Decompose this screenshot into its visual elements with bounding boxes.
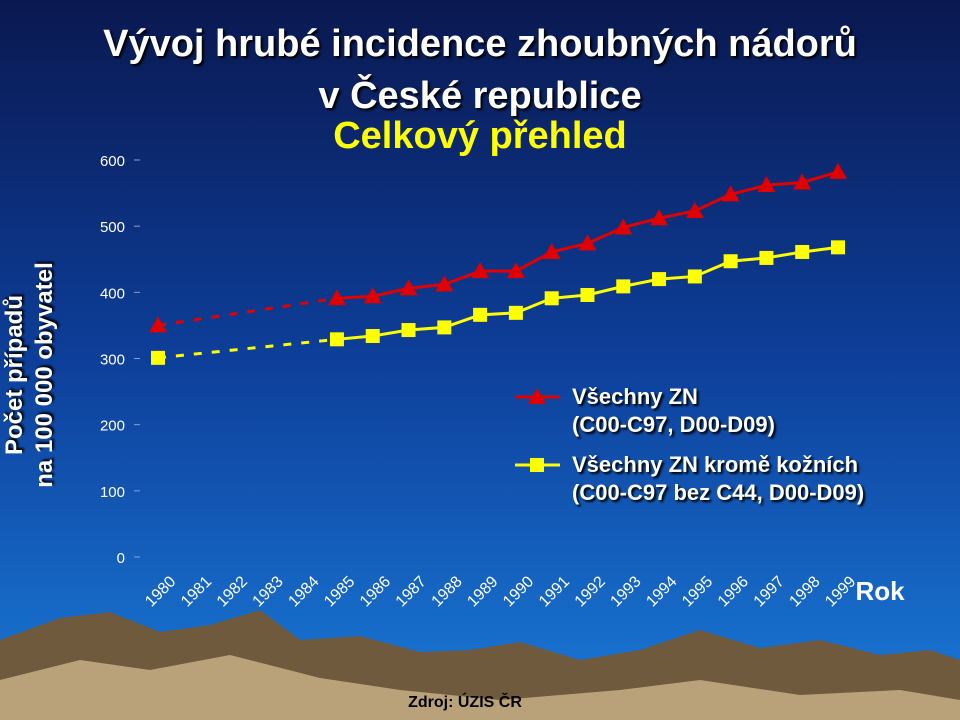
- marker: [363, 287, 382, 304]
- marker: [151, 350, 165, 365]
- marker: [831, 240, 845, 255]
- marker: [528, 388, 546, 404]
- marker: [757, 176, 776, 193]
- marker: [506, 262, 525, 279]
- marker: [578, 234, 597, 251]
- marker: [793, 173, 812, 190]
- marker: [795, 244, 810, 259]
- legend-label: Všechny ZN kromě kožních (C00-C97 bez C4…: [572, 452, 865, 505]
- y-tick-label: 200: [100, 418, 125, 435]
- marker: [544, 291, 559, 306]
- marker: [650, 209, 669, 226]
- marker: [329, 332, 344, 347]
- marker: [508, 305, 523, 320]
- gap-connector: [157, 337, 338, 360]
- legend-label: Všechny ZN (C00-C97, D00-D09): [572, 384, 775, 437]
- y-tick-label: 400: [100, 285, 125, 302]
- marker: [473, 307, 488, 322]
- y-tick-label: 500: [100, 219, 125, 236]
- marker: [687, 269, 702, 284]
- marker: [614, 218, 633, 235]
- marker: [685, 201, 704, 218]
- y-tick-label: 600: [100, 153, 125, 170]
- marker: [149, 316, 167, 333]
- marker: [829, 162, 847, 179]
- y-tick-label: 0: [117, 550, 125, 567]
- marker: [759, 250, 774, 265]
- source: Zdroj: ÚZIS ČR: [408, 692, 522, 711]
- gap-connector: [157, 296, 338, 327]
- marker: [471, 262, 490, 279]
- chart-title: Vývoj hrubé incidence zhoubných nádorů v…: [103, 23, 857, 117]
- marker: [580, 287, 595, 302]
- marker: [437, 320, 452, 335]
- marker: [542, 242, 561, 259]
- subtitle: Celkový přehled: [333, 115, 627, 157]
- marker: [365, 329, 380, 344]
- marker: [652, 272, 667, 287]
- marker: [435, 275, 454, 292]
- y-tick-label: 100: [100, 484, 125, 501]
- marker: [616, 279, 631, 294]
- y-axis-label: Počet případů na 100 000 obyvatel: [1, 262, 58, 488]
- y-tick-label: 300: [100, 352, 125, 369]
- marker: [401, 323, 416, 338]
- marker: [721, 185, 740, 202]
- marker: [327, 289, 346, 306]
- marker: [723, 254, 738, 269]
- marker: [399, 279, 418, 296]
- x-axis-label: Rok: [855, 576, 905, 606]
- marker: [530, 458, 544, 472]
- mountains-front: [0, 655, 960, 720]
